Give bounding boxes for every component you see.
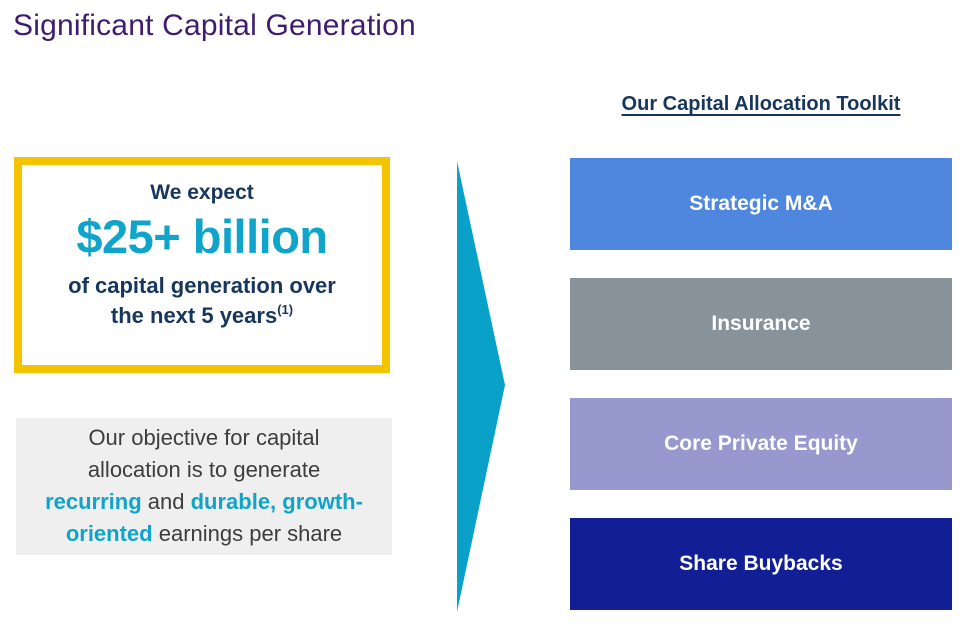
objective-line3: recurring and durable, growth- [45, 489, 363, 514]
toolkit-item-label: Insurance [711, 312, 811, 335]
toolkit-item-core-private-equity: Core Private Equity [570, 398, 952, 490]
toolkit-item-label: Core Private Equity [664, 432, 858, 455]
toolkit-list: Strategic M&A Insurance Core Private Equ… [570, 158, 952, 610]
toolkit-item-label: Strategic M&A [689, 192, 833, 215]
toolkit-item-share-buybacks: Share Buybacks [570, 518, 952, 610]
highlight-durable-growth: durable, growth- [190, 489, 363, 514]
capital-amount: $25+ billion [76, 210, 328, 263]
footnote-marker: (1) [277, 301, 294, 317]
expect-label: We expect [150, 181, 254, 204]
flow-arrow-icon [457, 161, 505, 612]
objective-line4: oriented earnings per share [65, 521, 343, 546]
capital-description: of capital generation over the next 5 ye… [22, 271, 382, 331]
toolkit-item-strategic-ma: Strategic M&A [570, 158, 952, 250]
toolkit-heading: Our Capital Allocation Toolkit [621, 93, 901, 115]
toolkit-item-insurance: Insurance [570, 278, 952, 370]
toolkit-item-label: Share Buybacks [679, 552, 843, 575]
objective-line1: Our objective for capital [88, 425, 320, 450]
objective-line2: allocation is to generate [87, 457, 321, 482]
objective-box: Our objective for capital allocation is … [16, 418, 392, 555]
capital-description-line1: of capital generation over [68, 273, 336, 298]
highlight-recurring: recurring [45, 489, 142, 514]
capital-description-line2: the next 5 years [110, 303, 278, 328]
slide-title: Significant Capital Generation [13, 9, 416, 42]
capital-highlight-box: We expect $25+ billion of capital genera… [14, 157, 390, 373]
highlight-oriented: oriented [65, 521, 153, 546]
